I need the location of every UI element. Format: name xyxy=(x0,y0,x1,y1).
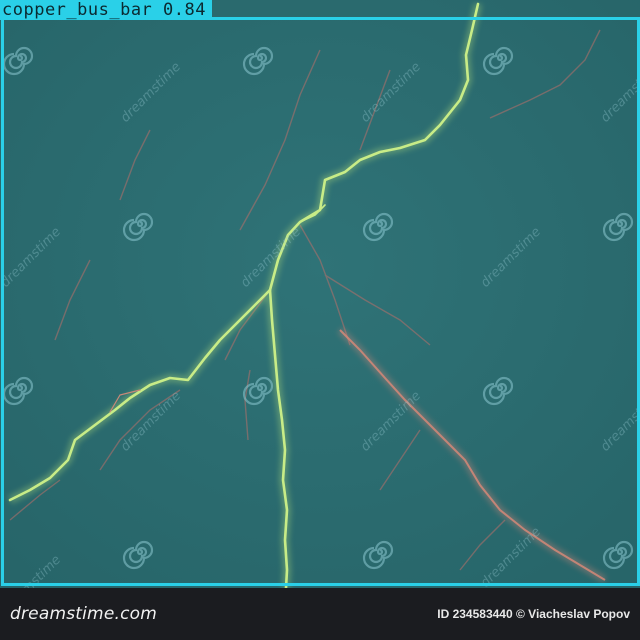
right-branch xyxy=(337,327,607,584)
spiral-logo-icon xyxy=(482,376,514,406)
spiral-logo-icon xyxy=(362,540,394,570)
footer-brand: dreamstime.com xyxy=(10,604,157,624)
spiral-logo-icon xyxy=(242,376,274,406)
detection-label: copper_bus_bar 0.84 xyxy=(0,0,212,20)
spiral-logo-icon xyxy=(602,540,634,570)
footer-credit: ID 234583440 © Viacheslav Popov xyxy=(437,607,630,621)
main-bolt xyxy=(8,2,480,588)
faint-branches xyxy=(9,29,601,571)
spiral-logo-icon xyxy=(122,540,154,570)
spiral-logo-icon xyxy=(2,46,34,76)
detection-bounding-box xyxy=(1,17,640,586)
spiral-logo-icon xyxy=(482,46,514,76)
watermark-spirals xyxy=(2,46,634,570)
spiral-logo-icon xyxy=(362,212,394,242)
spiral-logo-icon xyxy=(602,212,634,242)
stock-footer: dreamstime.com ID 234583440 © Viacheslav… xyxy=(0,588,640,640)
lightning-photo xyxy=(0,0,640,588)
spiral-logo-icon xyxy=(242,46,274,76)
spiral-logo-icon xyxy=(122,212,154,242)
spiral-logo-icon xyxy=(2,376,34,406)
